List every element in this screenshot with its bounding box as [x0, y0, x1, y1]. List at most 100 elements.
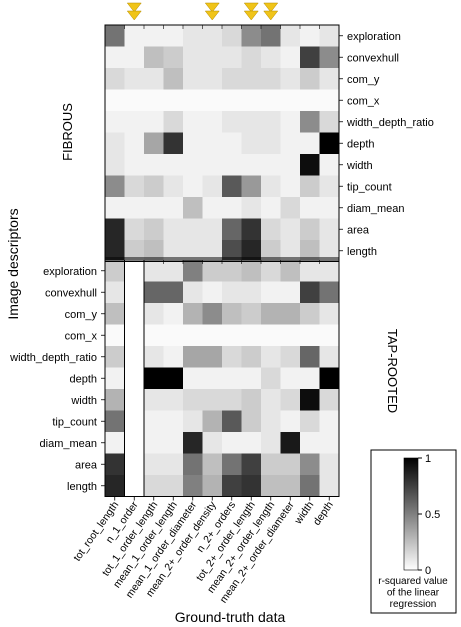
- column-marker: [263, 10, 279, 21]
- heatmap-cell: [319, 175, 340, 198]
- heatmap-cell: [124, 46, 145, 69]
- column-marker: [204, 10, 220, 21]
- heatmap-cell: [300, 89, 320, 112]
- heatmap-cell: [300, 324, 320, 347]
- colorbar-title: r-squared value of the linear regression: [378, 576, 448, 610]
- heatmap-cell: [222, 111, 242, 133]
- heatmap-cell: [202, 281, 223, 304]
- heatmap-cell: [222, 218, 242, 241]
- heatmap-cell: [261, 475, 281, 497]
- heatmap-cell: [124, 111, 145, 133]
- heatmap-cell: [144, 132, 164, 155]
- heatmap-cell: [241, 453, 262, 476]
- heatmap-cell: [280, 260, 301, 282]
- heatmap-cell: [183, 197, 203, 219]
- heatmap-cell: [183, 154, 203, 176]
- heatmap-cell: [300, 260, 320, 282]
- heatmap-cell: [144, 410, 164, 433]
- heatmap-cell: [261, 46, 281, 69]
- heatmap-cell: [144, 175, 164, 198]
- heatmap-cell: [280, 197, 301, 219]
- heatmap-cell: [124, 432, 145, 454]
- heatmap-cell: [280, 240, 301, 262]
- heatmap-cell: [183, 68, 203, 90]
- heatmap-cell: [280, 432, 301, 454]
- heatmap-cell: [241, 240, 262, 262]
- heatmap-cell: [202, 175, 223, 198]
- heatmap-cell: [261, 410, 281, 433]
- heatmap-cell: [222, 281, 242, 304]
- heatmap-cell: [144, 68, 164, 90]
- heatmap-cell: [163, 175, 184, 198]
- heatmap-cell: [202, 367, 223, 390]
- heatmap-cell: [319, 346, 340, 368]
- heatmap-cell: [222, 432, 242, 454]
- heatmap-cell: [144, 281, 164, 304]
- heatmap-cell: [163, 154, 184, 176]
- heatmap-cell: [202, 68, 223, 90]
- heatmap-cell: [202, 410, 223, 433]
- heatmap-cell: [163, 25, 184, 47]
- heatmap-cell: [163, 410, 184, 433]
- heatmap-cell: [124, 453, 145, 476]
- heatmap-cell: [202, 197, 223, 219]
- heatmap-cell: [144, 324, 164, 347]
- heatmap-cell: [241, 367, 262, 390]
- heatmap-cell: [124, 89, 145, 112]
- heatmap-cell: [124, 303, 145, 325]
- heatmap-cell: [319, 25, 340, 47]
- heatmap-cell: [124, 281, 145, 304]
- heatmap-cell: [105, 346, 125, 368]
- row-label: area: [75, 459, 98, 471]
- heatmap-cell: [163, 475, 184, 497]
- heatmap-cell: [105, 154, 125, 176]
- heatmap-cell: [144, 303, 164, 325]
- heatmap-cell: [241, 25, 262, 47]
- heatmap-cell: [280, 346, 301, 368]
- heatmap-cell: [319, 89, 340, 112]
- heatmap-cell: [319, 68, 340, 90]
- heatmap-cell: [300, 432, 320, 454]
- heatmap-cell: [241, 303, 262, 325]
- column-marker: [263, 2, 279, 13]
- heatmap-cell: [124, 218, 145, 241]
- heatmap-cell: [241, 281, 262, 304]
- heatmap-cell: [241, 346, 262, 368]
- heatmap-cell: [300, 175, 320, 198]
- heatmap-cell: [163, 132, 184, 155]
- heatmap-cell: [124, 25, 145, 47]
- heatmap-cell: [222, 89, 242, 112]
- heatmap-cell: [241, 46, 262, 69]
- heatmap-cell: [300, 132, 320, 155]
- column-marker: [243, 2, 259, 13]
- heatmap-cell: [222, 154, 242, 176]
- heatmap-cell: [163, 367, 184, 390]
- heatmap-cell: [261, 367, 281, 390]
- heatmap-cell: [280, 111, 301, 133]
- heatmap-cell: [300, 46, 320, 69]
- heatmap-cell: [202, 132, 223, 155]
- heatmap-cell: [105, 303, 125, 325]
- heatmap-cell: [222, 260, 242, 282]
- row-label: com_y: [65, 309, 98, 321]
- heatmap-cell: [300, 346, 320, 368]
- row-label: com_x: [65, 330, 98, 342]
- heatmap-cell: [163, 303, 184, 325]
- heatmap-cell: [163, 218, 184, 241]
- heatmap-cell: [222, 46, 242, 69]
- heatmap-cell: [300, 218, 320, 241]
- heatmap-cell: [183, 324, 203, 347]
- taprooted-panel-label: TAP-ROOTED: [385, 329, 400, 413]
- heatmap-cell: [261, 218, 281, 241]
- heatmap-cell: [300, 389, 320, 411]
- row-label: area: [347, 224, 370, 236]
- heatmap-cell: [124, 154, 145, 176]
- heatmap-cell: [319, 367, 340, 390]
- row-label: width: [346, 160, 373, 172]
- heatmap-cell: [144, 25, 164, 47]
- heatmap-cell: [163, 281, 184, 304]
- heatmap-cell: [241, 175, 262, 198]
- column-labels: tot_root_lengthn_1_ordertot_1_order_leng…: [71, 499, 336, 606]
- heatmap-cell: [261, 132, 281, 155]
- heatmap-cell: [261, 197, 281, 219]
